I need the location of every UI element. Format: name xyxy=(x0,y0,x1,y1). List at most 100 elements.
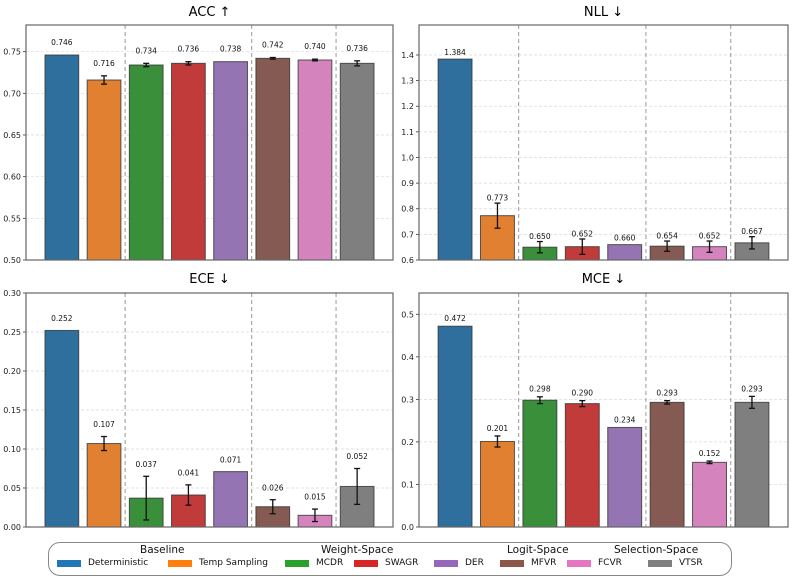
legend-label: Deterministic xyxy=(88,558,149,568)
y-tick-label: 0.0 xyxy=(401,523,414,532)
legend-item-temp-sampling: Temp Sampling xyxy=(168,558,268,568)
data-label: 0.026 xyxy=(262,483,284,492)
data-label: 0.293 xyxy=(656,389,678,398)
y-tick-label: 0.10 xyxy=(3,445,21,454)
legend-swatch xyxy=(648,559,672,567)
legend-group-title-selection-space: Selection-Space xyxy=(614,544,699,556)
y-tick-label: 1.2 xyxy=(401,102,414,111)
bar-ece-temp-sampling xyxy=(86,443,122,528)
data-label: 0.252 xyxy=(51,314,73,323)
bar-acc-fcvr xyxy=(297,59,333,261)
legend-label: FCVR xyxy=(598,558,622,568)
bar-mce-fcvr xyxy=(692,461,728,528)
data-label: 0.742 xyxy=(262,41,284,50)
y-tick-label: 0.9 xyxy=(401,179,414,188)
legend xyxy=(48,542,732,576)
legend-swatch xyxy=(434,559,458,567)
y-tick-label: 0.25 xyxy=(3,328,21,337)
bar-mce-der xyxy=(607,426,643,528)
data-label: 0.773 xyxy=(487,194,509,203)
legend-label: Temp Sampling xyxy=(199,558,268,568)
data-label: 0.667 xyxy=(741,227,763,236)
chart-title-ece: ECE ↓ xyxy=(189,272,230,287)
y-tick-label: 0.5 xyxy=(401,310,414,319)
bar-ece-deterministic xyxy=(44,329,80,528)
bar-acc-mfvr xyxy=(255,57,291,261)
y-tick-label: 0.1 xyxy=(401,480,414,489)
bar-mce-temp-sampling xyxy=(480,440,515,528)
y-tick-label: 0.00 xyxy=(3,523,21,532)
data-label: 0.736 xyxy=(178,45,200,54)
y-tick-label: 1.3 xyxy=(401,77,414,86)
legend-item-swagr: SWAGR xyxy=(354,558,418,568)
y-tick-label: 0.8 xyxy=(401,205,414,214)
data-label: 0.071 xyxy=(220,455,242,464)
data-label: 0.736 xyxy=(346,44,368,53)
bar-mce-vtsr xyxy=(734,401,770,528)
data-label: 0.041 xyxy=(178,469,200,478)
axes-frame-nll xyxy=(418,24,789,261)
legend-label: VTSR xyxy=(679,558,703,568)
y-tick-label: 0.4 xyxy=(401,353,414,362)
chart-title-mce: MCE ↓ xyxy=(582,272,626,287)
bar-mce-swagr xyxy=(564,403,600,528)
data-label: 0.472 xyxy=(444,314,466,323)
data-label: 0.716 xyxy=(93,59,115,68)
legend-swatch xyxy=(354,559,378,567)
data-label: 0.650 xyxy=(529,232,551,241)
y-tick-label: 0.20 xyxy=(3,367,21,376)
legend-swatch xyxy=(500,559,524,567)
legend-swatch xyxy=(567,559,591,567)
legend-item-deterministic: Deterministic xyxy=(57,558,148,568)
y-tick-label: 0.6 xyxy=(401,256,414,265)
y-tick-label: 0.70 xyxy=(3,89,21,98)
bar-mce-mfvr xyxy=(649,401,685,528)
y-tick-label: 0.30 xyxy=(3,289,21,298)
legend-swatch xyxy=(168,559,192,567)
y-tick-label: 1.1 xyxy=(401,128,414,137)
data-label: 1.384 xyxy=(444,48,466,57)
bar-acc-vtsr xyxy=(339,62,375,261)
y-tick-label: 1.4 xyxy=(401,51,414,60)
bar-mce-deterministic xyxy=(437,325,473,528)
data-label: 0.201 xyxy=(487,424,509,433)
bar-nll-der xyxy=(607,244,643,261)
data-label: 0.293 xyxy=(741,384,763,393)
y-tick-label: 1.0 xyxy=(401,153,414,162)
chart-title-nll: NLL ↓ xyxy=(584,5,623,20)
chart-title-acc: ACC ↑ xyxy=(189,5,231,20)
legend-label: DER xyxy=(465,558,484,568)
legend-label: MCDR xyxy=(316,558,344,568)
data-label: 0.734 xyxy=(135,46,157,55)
y-tick-label: 0.65 xyxy=(3,131,21,140)
legend-label: MFVR xyxy=(531,558,557,568)
bar-nll-deterministic xyxy=(437,58,473,261)
data-label: 0.290 xyxy=(572,389,594,398)
legend-group-title-weight-space: Weight-Space xyxy=(321,544,394,556)
legend-item-mcdr: MCDR xyxy=(285,558,343,568)
bar-acc-der xyxy=(213,61,248,261)
legend-swatch xyxy=(57,559,81,567)
data-label: 0.107 xyxy=(93,420,115,429)
y-tick-label: 0.7 xyxy=(401,230,414,239)
data-label: 0.738 xyxy=(220,45,242,54)
data-label: 0.746 xyxy=(51,38,73,47)
bar-acc-deterministic xyxy=(44,54,80,261)
legend-item-fcvr: FCVR xyxy=(567,558,622,568)
legend-item-mfvr: MFVR xyxy=(500,558,556,568)
y-tick-label: 0.05 xyxy=(3,484,21,493)
data-label: 0.660 xyxy=(614,234,636,243)
y-tick-label: 0.3 xyxy=(401,395,414,404)
y-tick-label: 0.2 xyxy=(401,438,414,447)
axes-frame-acc xyxy=(25,24,394,261)
legend-item-vtsr: VTSR xyxy=(648,558,703,568)
y-tick-label: 0.50 xyxy=(3,256,21,265)
legend-item-der: DER xyxy=(434,558,484,568)
axes-frame-mce xyxy=(418,292,789,528)
legend-label: SWAGR xyxy=(385,558,419,568)
bar-acc-temp-sampling xyxy=(86,79,122,261)
data-label: 0.652 xyxy=(699,231,721,240)
data-label: 0.234 xyxy=(614,415,636,424)
data-label: 0.654 xyxy=(656,231,678,240)
axes-frame-ece xyxy=(25,292,394,528)
